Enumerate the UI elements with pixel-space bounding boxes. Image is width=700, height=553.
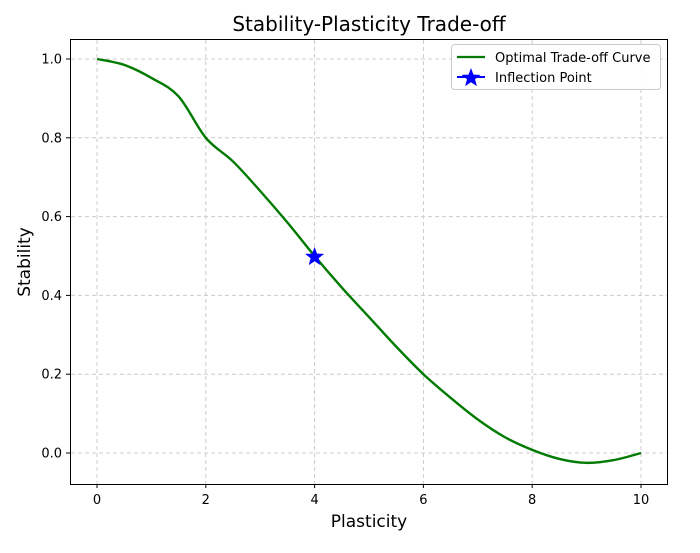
axes-frame [70, 39, 668, 485]
y-tick-label: 0.0 [41, 447, 62, 462]
y-tick-label: 0.2 [41, 368, 62, 383]
trade-off-curve [96, 57, 642, 465]
x-tick-label: 10 [633, 493, 650, 508]
legend-star-icon [461, 68, 481, 87]
x-tick-label: 2 [202, 493, 210, 508]
x-axis-label: Plasticity [331, 512, 407, 532]
x-tick-label: 8 [528, 493, 536, 508]
inflection-point-star-icon [305, 247, 325, 266]
x-tick-label: 0 [93, 493, 101, 508]
x-tick-label: 4 [310, 493, 318, 508]
legend: Optimal Trade-off Curve Inflection Point [451, 44, 661, 90]
x-tick-label: 6 [419, 493, 427, 508]
grid-lines [71, 40, 667, 484]
legend-item-inflection: Inflection Point [495, 71, 592, 86]
legend-item-curve: Optimal Trade-off Curve [495, 51, 651, 66]
y-tick-label: 0.8 [41, 131, 62, 146]
marker-layer [305, 247, 325, 266]
y-axis-label: Stability [15, 227, 35, 297]
y-tick-label: 0.6 [41, 210, 62, 225]
curve-layer [96, 57, 642, 465]
chart-title: Stability-Plasticity Trade-off [232, 12, 507, 36]
ticks: 0 2 4 6 8 10 0.0 0.2 0.4 0.6 0.8 1.0 [41, 53, 649, 509]
y-tick-label: 0.4 [41, 289, 62, 304]
y-tick-label: 1.0 [41, 53, 62, 68]
legend-box [451, 44, 661, 90]
